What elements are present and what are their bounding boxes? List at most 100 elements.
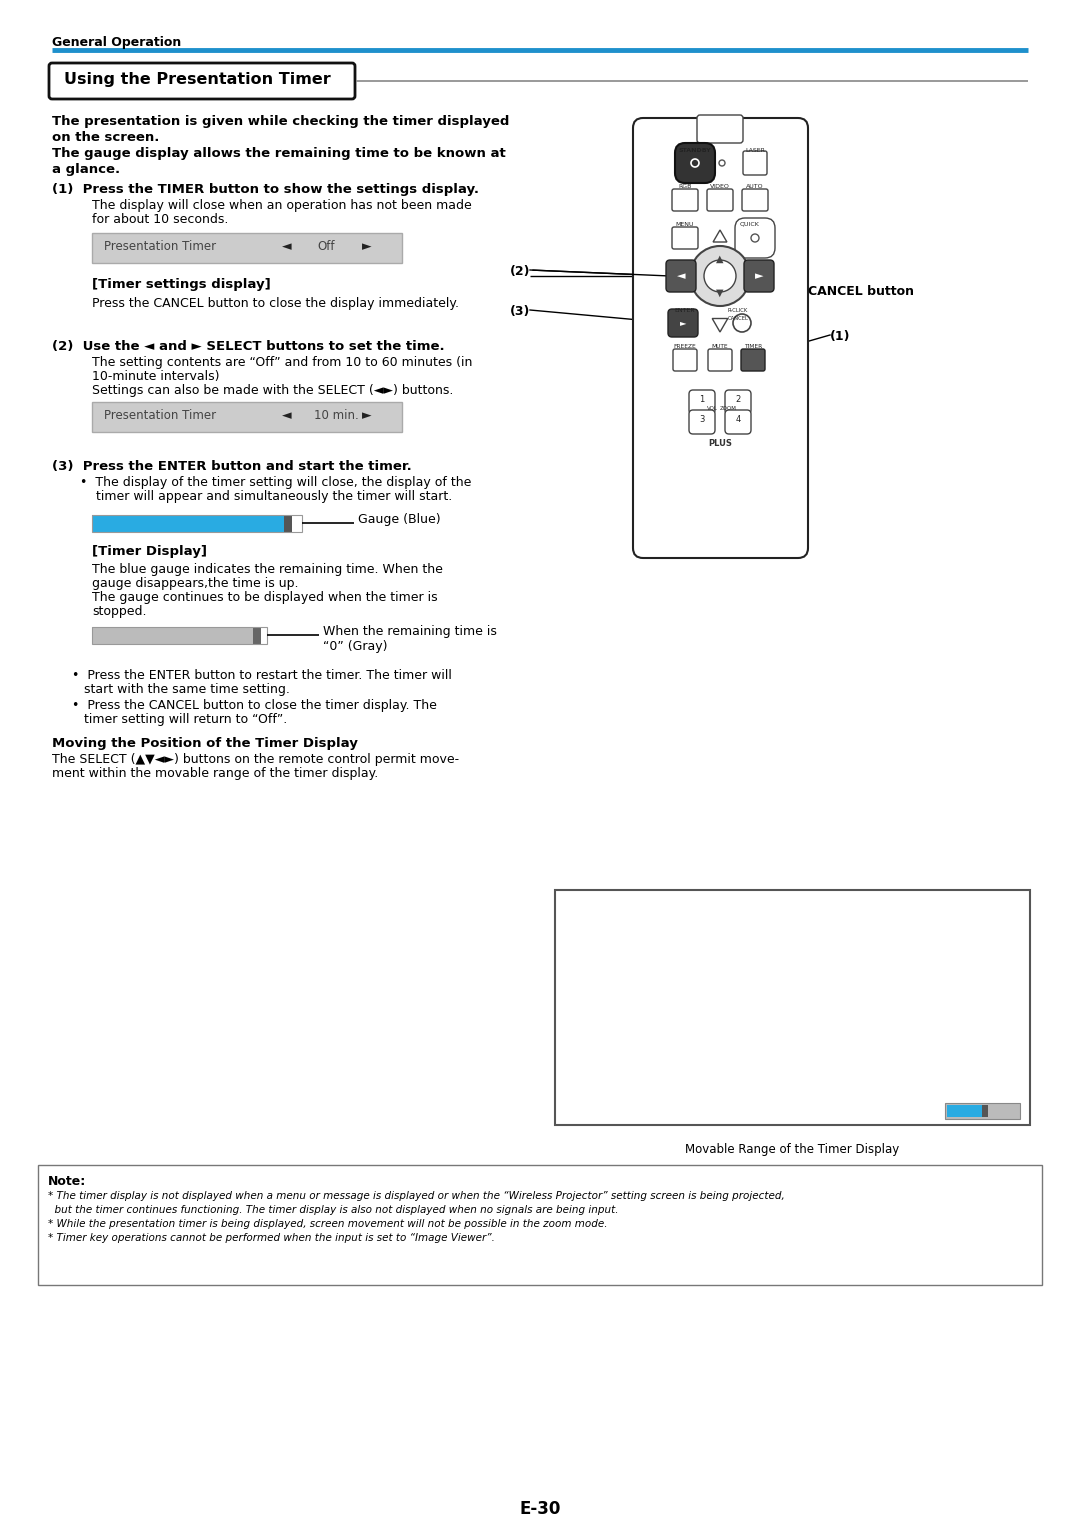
Text: ment within the movable range of the timer display.: ment within the movable range of the tim… (52, 768, 378, 780)
Text: The gauge continues to be displayed when the timer is: The gauge continues to be displayed when… (92, 591, 437, 604)
Text: but the timer continues functioning. The timer display is also not displayed whe: but the timer continues functioning. The… (48, 1206, 619, 1215)
Text: MENU: MENU (676, 221, 694, 226)
Text: MUTE: MUTE (712, 343, 728, 348)
Text: QUICK: QUICK (740, 221, 760, 226)
Text: FREEZE: FREEZE (674, 343, 697, 348)
Text: ►: ► (679, 319, 686, 328)
Text: ◄: ◄ (282, 240, 292, 253)
Text: PLUS: PLUS (708, 438, 732, 447)
Text: (2): (2) (510, 266, 530, 278)
Text: Presentation Timer: Presentation Timer (104, 409, 216, 423)
Text: Note:: Note: (48, 1175, 86, 1189)
Text: The SELECT (▲▼◄►) buttons on the remote control permit move-: The SELECT (▲▼◄►) buttons on the remote … (52, 752, 459, 766)
Bar (945, 1103, 1020, 1119)
FancyBboxPatch shape (673, 349, 697, 371)
Text: * While the presentation timer is being displayed, screen movement will not be p: * While the presentation timer is being … (48, 1219, 607, 1228)
Circle shape (704, 259, 735, 291)
Text: TIMER: TIMER (744, 343, 762, 348)
Text: LASER: LASER (745, 148, 765, 153)
Text: [Timer Display]: [Timer Display] (92, 545, 207, 559)
Text: ◄: ◄ (677, 272, 685, 281)
FancyBboxPatch shape (744, 259, 774, 291)
FancyBboxPatch shape (633, 118, 808, 559)
Text: CANCEL: CANCEL (728, 316, 748, 320)
FancyBboxPatch shape (707, 189, 733, 211)
FancyBboxPatch shape (666, 259, 696, 291)
Text: VIDEO: VIDEO (710, 183, 730, 189)
Circle shape (719, 160, 725, 166)
Text: ▲: ▲ (716, 253, 724, 264)
Text: CANCEL button: CANCEL button (808, 285, 914, 298)
FancyBboxPatch shape (725, 391, 751, 414)
Text: ZOOM: ZOOM (719, 406, 737, 410)
Text: Off: Off (318, 240, 335, 253)
Text: Movable Range of the Timer Display: Movable Range of the Timer Display (685, 1143, 900, 1157)
Text: Moving the Position of the Timer Display: Moving the Position of the Timer Display (52, 737, 357, 749)
Text: 1: 1 (700, 395, 704, 404)
FancyBboxPatch shape (669, 308, 698, 337)
Text: timer will appear and simultaneously the timer will start.: timer will appear and simultaneously the… (80, 490, 453, 504)
Text: R-CLICK: R-CLICK (728, 308, 748, 313)
Text: ►: ► (362, 409, 372, 423)
Bar (92, 514, 284, 533)
Text: 4: 4 (735, 415, 741, 424)
Text: The setting contents are “Off” and from 10 to 60 minutes (in: The setting contents are “Off” and from … (92, 356, 472, 369)
FancyBboxPatch shape (672, 189, 698, 211)
Bar (38, 1164, 1042, 1285)
Text: The display will close when an operation has not been made: The display will close when an operation… (92, 198, 472, 212)
Text: for about 10 seconds.: for about 10 seconds. (92, 214, 228, 226)
FancyBboxPatch shape (49, 63, 355, 99)
Bar (92, 401, 402, 432)
Text: 3: 3 (700, 415, 704, 424)
Bar (92, 514, 302, 533)
FancyBboxPatch shape (675, 143, 715, 183)
Bar (92, 627, 267, 644)
FancyBboxPatch shape (735, 218, 775, 258)
Text: ►: ► (755, 272, 764, 281)
Bar (284, 514, 292, 533)
Text: Gauge (Blue): Gauge (Blue) (357, 513, 441, 526)
Bar (947, 1105, 982, 1117)
Text: ENTER: ENTER (675, 308, 696, 313)
Circle shape (690, 246, 750, 307)
Text: STANDBY: STANDBY (678, 148, 712, 153)
Circle shape (691, 159, 699, 166)
Text: * The timer display is not displayed when a menu or message is displayed or when: * The timer display is not displayed whe… (48, 1190, 785, 1201)
Text: The blue gauge indicates the remaining time. When the: The blue gauge indicates the remaining t… (92, 563, 443, 575)
Text: 10-minute intervals): 10-minute intervals) (92, 369, 219, 383)
Bar (253, 627, 261, 644)
Text: ▼: ▼ (716, 288, 724, 298)
Text: [Timer settings display]: [Timer settings display] (92, 278, 271, 291)
Text: timer setting will return to “Off”.: timer setting will return to “Off”. (72, 713, 287, 726)
FancyBboxPatch shape (697, 114, 743, 143)
FancyBboxPatch shape (672, 227, 698, 249)
Bar (982, 1105, 988, 1117)
Text: Using the Presentation Timer: Using the Presentation Timer (64, 72, 330, 87)
Text: Presentation Timer: Presentation Timer (104, 240, 216, 253)
Text: 2: 2 (735, 395, 741, 404)
FancyBboxPatch shape (689, 391, 715, 414)
Text: “0” (Gray): “0” (Gray) (323, 639, 388, 653)
Text: * Timer key operations cannot be performed when the input is set to “Image Viewe: * Timer key operations cannot be perform… (48, 1233, 495, 1244)
Text: start with the same time setting.: start with the same time setting. (72, 684, 289, 696)
Text: •  Press the ENTER button to restart the timer. The timer will: • Press the ENTER button to restart the … (72, 668, 451, 682)
Text: on the screen.: on the screen. (52, 131, 160, 143)
Text: E-30: E-30 (519, 1500, 561, 1518)
Text: •  The display of the timer setting will close, the display of the: • The display of the timer setting will … (80, 476, 471, 488)
Text: AUTO: AUTO (746, 183, 764, 189)
FancyBboxPatch shape (725, 410, 751, 433)
Text: (1)  Press the TIMER button to show the settings display.: (1) Press the TIMER button to show the s… (52, 183, 480, 195)
Text: When the remaining time is: When the remaining time is (323, 626, 497, 638)
Text: General Operation: General Operation (52, 37, 181, 49)
Text: (3)  Press the ENTER button and start the timer.: (3) Press the ENTER button and start the… (52, 459, 411, 473)
Text: ►: ► (362, 240, 372, 253)
FancyBboxPatch shape (743, 151, 767, 175)
FancyBboxPatch shape (689, 410, 715, 433)
FancyBboxPatch shape (708, 349, 732, 371)
Text: (2)  Use the ◄ and ► SELECT buttons to set the time.: (2) Use the ◄ and ► SELECT buttons to se… (52, 340, 445, 353)
Text: The presentation is given while checking the timer displayed: The presentation is given while checking… (52, 114, 510, 128)
Text: ◄: ◄ (282, 409, 292, 423)
Text: •  Press the CANCEL button to close the timer display. The: • Press the CANCEL button to close the t… (72, 699, 437, 713)
Text: Settings can also be made with the SELECT (◄►) buttons.: Settings can also be made with the SELEC… (92, 385, 454, 397)
Bar (555, 890, 1030, 1125)
